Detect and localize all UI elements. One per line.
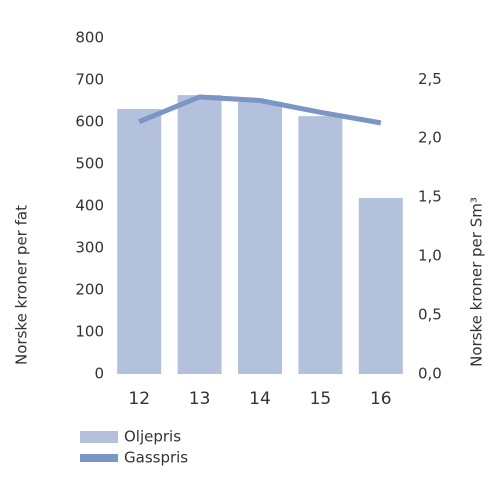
y-tick-label: 400 bbox=[75, 197, 104, 215]
y2-tick-label: 2,0 bbox=[418, 129, 442, 147]
x-tick-label: 15 bbox=[310, 389, 332, 409]
y2-tick-label: 1,0 bbox=[418, 247, 442, 265]
x-tick-label: 12 bbox=[128, 389, 150, 409]
bar bbox=[177, 95, 222, 375]
x-tick-label: 14 bbox=[249, 389, 271, 409]
legend-swatch bbox=[80, 431, 118, 443]
y2-tick-label: 0,5 bbox=[418, 306, 442, 324]
bar bbox=[238, 101, 282, 374]
legend-swatch bbox=[80, 454, 118, 462]
y-tick-label: 100 bbox=[75, 323, 104, 341]
y-axis-label: Norske kroner per fat bbox=[13, 205, 31, 365]
y2-axis-label: Norske kroner per Sm³ bbox=[468, 197, 486, 367]
y-tick-label: 500 bbox=[75, 155, 104, 173]
y-tick-label: 300 bbox=[75, 239, 104, 257]
y-tick-label: 0 bbox=[94, 365, 104, 383]
line bbox=[138, 94, 382, 126]
y2-tick-label: 1,5 bbox=[418, 188, 442, 206]
legend-label: Oljepris bbox=[124, 428, 181, 446]
y-tick-label: 600 bbox=[75, 113, 104, 131]
y-tick-label: 700 bbox=[75, 71, 104, 89]
bar bbox=[358, 198, 403, 374]
y-tick-label: 800 bbox=[75, 29, 104, 47]
y2-tick-label: 2,5 bbox=[418, 70, 442, 88]
x-tick-label: 13 bbox=[189, 389, 211, 409]
legend-label: Gasspris bbox=[124, 449, 188, 467]
y-tick-label: 200 bbox=[75, 281, 104, 299]
bar bbox=[117, 108, 162, 374]
bar bbox=[298, 116, 343, 375]
y2-tick-label: 0,0 bbox=[418, 365, 442, 383]
x-tick-label: 16 bbox=[370, 389, 392, 409]
